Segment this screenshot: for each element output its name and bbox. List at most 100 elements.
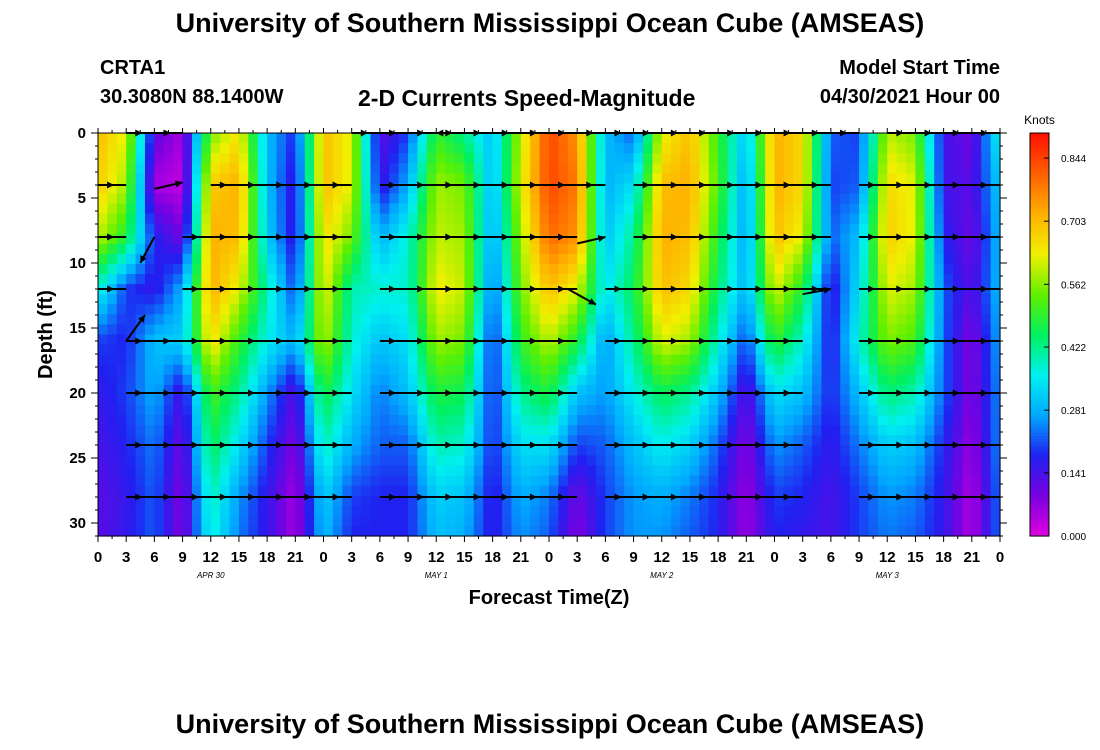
heatmap-cell	[962, 374, 973, 386]
heatmap-cell	[924, 294, 935, 305]
heatmap-cell	[887, 475, 898, 487]
heatmap-cell	[116, 425, 127, 436]
heatmap-cell	[934, 415, 945, 426]
heatmap-cell	[408, 495, 419, 507]
x-tick-label: 18	[259, 549, 276, 566]
heatmap-cell	[464, 344, 475, 356]
heatmap-cell	[595, 405, 606, 416]
heatmap-cell	[520, 193, 531, 205]
heatmap-cell	[473, 475, 484, 487]
heatmap-cell	[915, 344, 926, 356]
colorbar-band	[1030, 445, 1049, 450]
heatmap-cell	[257, 455, 268, 467]
heatmap-cell	[492, 253, 503, 265]
heatmap-cell	[295, 223, 306, 235]
current-vector-arrowhead	[473, 441, 481, 449]
heatmap-cell	[718, 364, 729, 376]
heatmap-cell	[746, 253, 757, 265]
heatmap-cell	[116, 394, 127, 406]
heatmap-cell	[116, 263, 127, 275]
heatmap-cell	[755, 163, 766, 174]
heatmap-cell	[877, 425, 888, 436]
heatmap-cell	[220, 384, 231, 396]
heatmap-cell	[981, 233, 992, 245]
colorbar-band	[1030, 324, 1049, 329]
current-vector-arrowhead	[952, 181, 960, 189]
heatmap-cell	[689, 294, 700, 305]
heatmap-cell	[144, 243, 155, 255]
heatmap-cell	[549, 405, 559, 416]
heatmap-cell	[173, 374, 184, 386]
heatmap-cell	[398, 294, 409, 305]
heatmap-cell	[154, 465, 165, 477]
heatmap-cell	[314, 354, 325, 366]
heatmap-cell	[464, 223, 475, 235]
heatmap-cell	[351, 274, 362, 285]
heatmap-cell	[238, 495, 249, 507]
heatmap-cell	[774, 495, 785, 507]
heatmap-cell	[201, 384, 212, 396]
heatmap-cell	[962, 143, 973, 154]
heatmap-cell	[624, 263, 635, 275]
heatmap-cell	[727, 213, 738, 225]
heatmap-cell	[332, 505, 343, 517]
heatmap-cell	[295, 465, 306, 477]
heatmap-cell	[877, 445, 888, 456]
heatmap-cell	[652, 415, 663, 426]
heatmap-cell	[116, 384, 127, 396]
heatmap-cell	[727, 485, 738, 497]
heatmap-cell	[727, 525, 738, 537]
heatmap-cell	[417, 435, 428, 446]
heatmap-cell	[483, 384, 494, 396]
heatmap-cell	[924, 394, 935, 406]
heatmap-cell	[455, 525, 466, 537]
heatmap-cell	[398, 515, 409, 527]
heatmap-cell	[671, 425, 682, 436]
heatmap-cell	[436, 203, 447, 215]
heatmap-cell	[314, 243, 325, 255]
heatmap-cell	[624, 525, 635, 537]
heatmap-cell	[840, 405, 851, 416]
heatmap-cell	[445, 213, 456, 225]
heatmap-cell	[257, 203, 268, 215]
heatmap-cell	[567, 415, 578, 426]
heatmap-cell	[699, 274, 710, 285]
heatmap-cell	[718, 143, 729, 154]
heatmap-cell	[389, 425, 400, 436]
heatmap-cell	[539, 525, 550, 537]
heatmap-cell	[924, 455, 935, 467]
current-vector-arrowhead	[980, 285, 988, 293]
heatmap-cell	[943, 425, 954, 436]
heatmap-cell	[276, 304, 287, 315]
current-vector-arrowhead	[783, 337, 791, 345]
heatmap-cell	[351, 465, 362, 477]
heatmap-cell	[530, 394, 541, 406]
heatmap-cell	[520, 515, 531, 527]
heatmap-cell	[661, 253, 672, 265]
heatmap-cell	[370, 425, 381, 436]
heatmap-cell	[257, 183, 268, 195]
heatmap-cell	[389, 405, 400, 416]
current-vector-arrowhead	[304, 493, 312, 501]
heatmap-cell	[859, 515, 870, 527]
heatmap-cell	[971, 173, 982, 184]
heatmap-cell	[577, 263, 588, 275]
heatmap-cell	[868, 364, 879, 376]
heatmap-cell	[455, 263, 466, 275]
heatmap-cell	[699, 173, 710, 184]
x-tick-label: 12	[428, 549, 445, 566]
heatmap-cell	[990, 475, 1001, 487]
heatmap-cell	[511, 294, 522, 305]
heatmap-cell	[276, 445, 287, 456]
heatmap-cell	[746, 314, 757, 326]
heatmap-cell	[276, 364, 287, 376]
heatmap-cell	[126, 374, 137, 386]
heatmap-cell	[981, 153, 992, 164]
heatmap-cell	[577, 344, 588, 356]
heatmap-cell	[154, 334, 165, 346]
heatmap-cell	[539, 153, 550, 164]
heatmap-cell	[389, 163, 400, 174]
heatmap-cell	[144, 203, 155, 215]
current-vector-arrowhead	[219, 441, 227, 449]
heatmap-cell	[642, 183, 653, 195]
